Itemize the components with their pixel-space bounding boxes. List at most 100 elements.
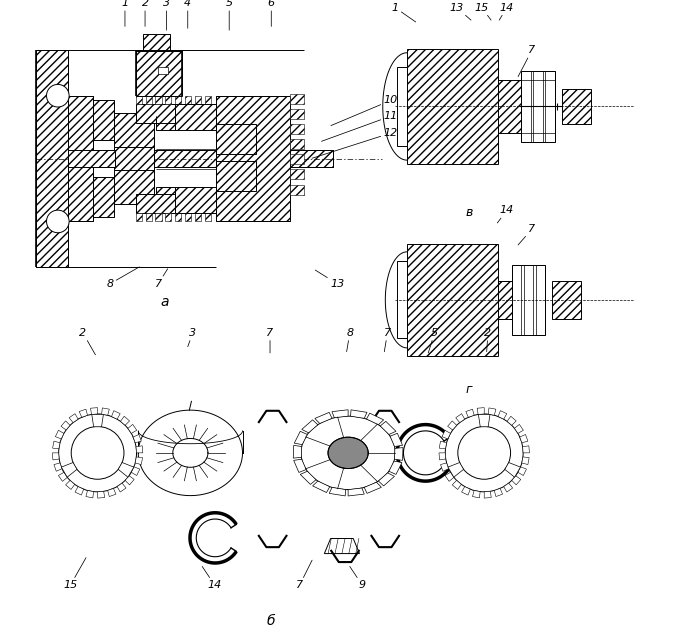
Text: 15: 15 [475,3,491,20]
Bar [407,49,497,164]
Bar [290,94,304,104]
Polygon shape [522,457,529,465]
Bar [407,244,497,356]
Bar [290,139,304,149]
Polygon shape [91,408,98,414]
Bar [174,187,216,213]
Polygon shape [293,445,302,458]
Polygon shape [445,472,454,481]
Polygon shape [86,490,93,498]
Bar [397,261,407,338]
Polygon shape [379,473,394,486]
Bar [136,213,142,222]
Bar [68,150,333,167]
Polygon shape [69,414,78,423]
Text: 7: 7 [384,328,391,352]
Bar [290,170,304,180]
Polygon shape [61,462,77,477]
Bar [68,150,115,167]
Bar [216,161,256,192]
Polygon shape [515,425,523,433]
Polygon shape [329,487,346,496]
Text: 1: 1 [122,0,128,26]
Circle shape [47,210,69,233]
Polygon shape [466,409,474,417]
Text: 9: 9 [350,566,366,590]
Polygon shape [505,462,521,477]
Polygon shape [128,425,137,433]
Polygon shape [52,453,59,460]
Bar [136,95,142,104]
Polygon shape [131,467,139,475]
Polygon shape [294,431,307,445]
Bar [521,70,531,143]
Polygon shape [394,448,403,460]
Polygon shape [512,476,521,485]
Text: 15: 15 [63,558,86,590]
Polygon shape [58,472,67,481]
Bar [146,95,152,104]
Bar [290,185,304,195]
Bar [195,95,201,104]
Polygon shape [108,489,116,497]
Polygon shape [350,410,367,418]
Bar [136,51,181,95]
Polygon shape [520,435,528,443]
Polygon shape [452,480,461,489]
Circle shape [58,414,137,492]
Bar [533,70,543,143]
Polygon shape [136,446,143,453]
Text: 2: 2 [142,0,148,26]
Text: 13: 13 [315,270,344,289]
Polygon shape [348,488,364,496]
Bar [562,89,591,124]
Bar [156,106,174,130]
Bar [290,154,304,165]
Polygon shape [442,430,451,439]
Bar [68,95,93,222]
Polygon shape [478,414,490,427]
Text: 3: 3 [163,0,170,30]
Bar [114,113,155,147]
Bar [36,16,375,301]
Text: 13: 13 [449,3,471,20]
Text: г: г [466,383,473,396]
Polygon shape [462,487,470,495]
Text: 1: 1 [392,3,416,22]
Text: а: а [160,295,169,309]
Bar [216,95,290,222]
Polygon shape [440,463,449,471]
Polygon shape [53,441,60,449]
Polygon shape [473,490,480,498]
Bar [68,150,333,167]
Polygon shape [120,416,130,425]
Bar [497,80,521,133]
Polygon shape [66,480,75,489]
Bar [497,281,512,319]
Polygon shape [488,408,496,415]
Text: 6: 6 [268,0,275,26]
Bar [166,213,172,222]
Text: 7: 7 [518,45,535,77]
Polygon shape [364,482,381,494]
Polygon shape [504,483,513,492]
Text: 10: 10 [331,95,398,126]
Ellipse shape [328,437,368,468]
Circle shape [47,84,69,107]
Polygon shape [98,491,104,498]
Text: 7: 7 [267,328,273,353]
Text: 3: 3 [188,328,196,347]
Text: 14: 14 [499,3,514,20]
Text: 12: 12 [312,128,398,158]
Text: в: в [465,206,473,219]
Ellipse shape [301,416,395,490]
Polygon shape [518,467,526,475]
Polygon shape [390,433,403,447]
Polygon shape [484,491,491,498]
Bar [136,104,216,123]
Bar [114,147,155,170]
Bar [155,95,161,104]
Text: 11: 11 [322,111,398,141]
Polygon shape [439,441,447,449]
Polygon shape [118,462,134,477]
